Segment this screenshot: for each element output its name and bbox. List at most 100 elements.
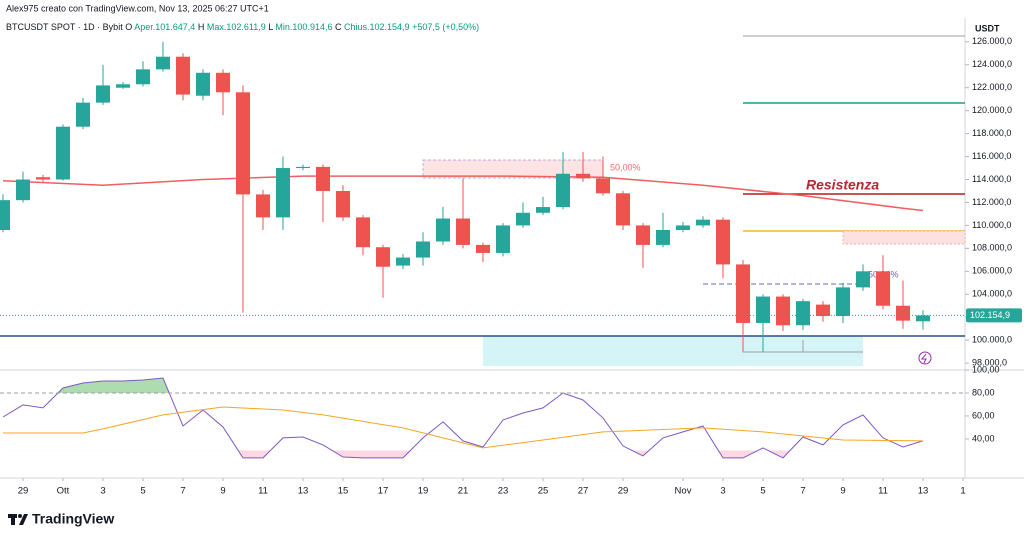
overbought-fill	[57, 378, 170, 393]
y-tick-label: 106.000,0	[972, 266, 1012, 276]
candle-body	[716, 219, 730, 265]
candle-body	[376, 247, 390, 267]
candle-body	[176, 56, 190, 95]
legend-key: H	[198, 22, 205, 32]
y-tick-label: 118.000,0	[972, 128, 1011, 138]
legend-value: Chius.102.154,9	[344, 22, 410, 32]
candle-body	[536, 207, 550, 213]
y-tick-label: 110.000,0	[972, 220, 1011, 230]
x-tick-label: 23	[498, 486, 509, 497]
x-tick-label: 3	[100, 486, 105, 497]
y-tick-label: 100,00	[972, 364, 1000, 374]
candle-body	[676, 225, 690, 230]
y-tick-label: 112.000,0	[972, 197, 1011, 207]
x-tick-label: Nov	[675, 486, 692, 497]
candle-body	[0, 200, 10, 230]
x-tick-label: 27	[578, 486, 589, 497]
x-tick-label: 29	[618, 486, 629, 497]
alert-icon	[920, 353, 927, 364]
y-tick-label: 108.000,0	[972, 243, 1012, 253]
candle-body	[756, 296, 770, 323]
candle-body	[516, 212, 530, 226]
moving-average	[2, 175, 924, 212]
x-tick-label: 21	[458, 486, 469, 497]
legend-change: +507,5 (+0,50%)	[412, 22, 479, 32]
legend-value: Min.100.914,6	[275, 22, 332, 32]
candle-body	[116, 84, 130, 88]
x-tick-label: 13	[918, 486, 929, 497]
x-tick-label: 5	[760, 486, 765, 497]
y-tick-label: 122.000,0	[972, 82, 1012, 92]
legend-key: O	[125, 22, 132, 32]
candle-body	[636, 225, 650, 245]
rsi-pane	[2, 377, 924, 459]
candle-body	[336, 190, 350, 218]
annotation: Resistenza	[806, 177, 879, 193]
candle-body	[596, 178, 610, 194]
candle-body	[76, 102, 90, 127]
y-tick-label: 124.000,0	[972, 59, 1012, 69]
candle-body	[316, 166, 330, 191]
candle-body	[856, 271, 870, 288]
alert-icon[interactable]	[918, 351, 932, 365]
rsi-line	[3, 406, 924, 449]
price-pane	[0, 41, 930, 352]
candle-body	[576, 173, 590, 179]
candle-body	[96, 85, 110, 103]
brand: TradingView	[32, 511, 114, 527]
candle-body	[876, 271, 890, 306]
candle-body	[56, 126, 70, 180]
candle-body	[496, 225, 510, 253]
x-tick-label: 11	[258, 486, 268, 497]
candle-body	[556, 173, 570, 208]
candle-body	[796, 301, 810, 326]
legend-symbol: BTCUSDT SPOT · 1D · Bybit	[6, 22, 123, 32]
candle-body	[836, 287, 850, 317]
x-tick-label: 13	[298, 486, 309, 497]
legend-value: Max.102.611,9	[207, 22, 266, 32]
rsi-line	[2, 377, 924, 459]
x-tick-label: 7	[800, 486, 805, 497]
candle-body	[456, 218, 470, 245]
legend-key: C	[335, 22, 342, 32]
y-tick-label: 40,00	[972, 433, 995, 443]
y-tick-label: 116.000,0	[972, 151, 1011, 161]
x-tick-label: 29	[18, 486, 29, 497]
candle-body	[136, 69, 150, 85]
header: Alex975 creato con TradingView.com, Nov …	[6, 3, 269, 13]
x-tick-label: 1	[960, 486, 965, 497]
candle-body	[236, 92, 250, 195]
y-tick-label: 126.000,0	[972, 36, 1012, 46]
candle-body	[736, 264, 750, 323]
candle-body	[696, 219, 710, 226]
candle-body	[416, 241, 430, 258]
y-tick-label: 114.000,0	[972, 174, 1011, 184]
oversold-fill	[3, 450, 923, 458]
x-tick-label: 9	[840, 486, 845, 497]
x-tick-label: 17	[378, 486, 389, 497]
legend: BTCUSDT SPOT · 1D · Bybit O Aper.101.647…	[6, 22, 479, 32]
candle-body	[356, 217, 370, 248]
candle-body	[916, 315, 930, 322]
candle-body	[656, 230, 670, 245]
x-tick-label: 3	[720, 486, 725, 497]
last-price-box	[966, 308, 1022, 323]
candle-body	[256, 194, 270, 218]
x-tick-label: 5	[140, 486, 145, 497]
candle-body	[816, 304, 830, 317]
candle-body	[36, 177, 50, 180]
x-tick-label: 19	[418, 486, 429, 497]
zone-rect	[483, 336, 863, 366]
candle-body	[196, 72, 210, 96]
candle-body	[16, 179, 30, 201]
currency: USDT	[975, 23, 1000, 33]
y-tick-label: 60,00	[972, 410, 995, 420]
x-tick-label: Ott	[57, 486, 70, 497]
candle-body	[296, 166, 310, 169]
candle-body	[476, 244, 490, 253]
legend-value: Aper.101.647,4	[134, 22, 195, 32]
candle-body	[896, 305, 910, 321]
candle-body	[616, 193, 630, 226]
